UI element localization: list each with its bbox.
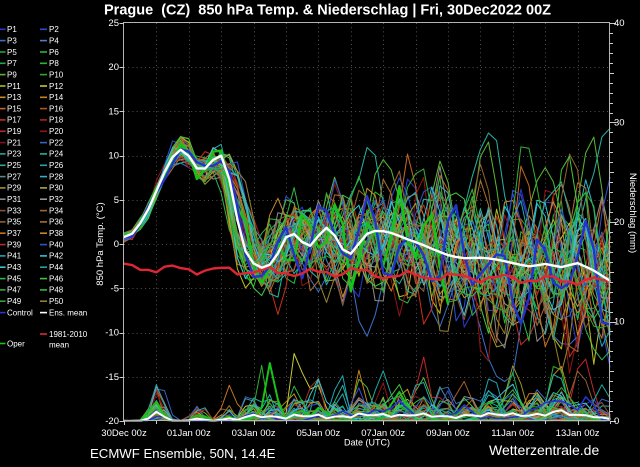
svg-text:P45: P45	[7, 274, 22, 283]
svg-text:P40: P40	[49, 240, 64, 249]
svg-text:05Jan 00z: 05Jan 00z	[296, 428, 340, 439]
svg-text:P18: P18	[49, 116, 64, 125]
svg-text:P20: P20	[49, 127, 64, 136]
svg-text:P21: P21	[7, 138, 22, 147]
svg-text:P17: P17	[7, 116, 22, 125]
svg-text:P11: P11	[7, 82, 21, 91]
svg-text:P33: P33	[7, 206, 22, 215]
svg-text:P14: P14	[49, 93, 64, 102]
svg-text:15: 15	[108, 106, 119, 117]
svg-text:P32: P32	[49, 195, 64, 204]
svg-text:P7: P7	[7, 59, 17, 68]
svg-text:0: 0	[114, 239, 119, 250]
svg-text:01Jan 00z: 01Jan 00z	[167, 428, 211, 439]
svg-text:P41: P41	[7, 252, 22, 261]
svg-text:P13: P13	[7, 93, 22, 102]
svg-text:P1: P1	[7, 25, 17, 34]
svg-text:40: 40	[614, 18, 625, 29]
svg-text:P28: P28	[49, 172, 64, 181]
svg-text:P46: P46	[49, 274, 64, 283]
svg-text:0: 0	[614, 416, 619, 427]
svg-text:Date (UTC): Date (UTC)	[344, 438, 390, 448]
svg-text:P47: P47	[7, 286, 22, 295]
svg-text:P43: P43	[7, 263, 22, 272]
svg-text:P48: P48	[49, 286, 64, 295]
svg-text:P3: P3	[7, 36, 17, 45]
svg-text:P39: P39	[7, 240, 22, 249]
svg-text:03Jan 00z: 03Jan 00z	[232, 428, 276, 439]
svg-text:P4: P4	[49, 36, 59, 45]
svg-text:-15: -15	[105, 372, 119, 383]
svg-text:P26: P26	[49, 161, 64, 170]
svg-text:10: 10	[614, 317, 625, 328]
svg-text:13Jan 00z: 13Jan 00z	[556, 428, 600, 439]
svg-text:Control: Control	[7, 308, 33, 317]
svg-text:30: 30	[614, 118, 625, 129]
svg-text:P35: P35	[7, 218, 22, 227]
svg-text:-5: -5	[111, 283, 119, 294]
svg-text:P37: P37	[7, 229, 22, 238]
svg-text:09Jan 00z: 09Jan 00z	[426, 428, 470, 439]
svg-text:P6: P6	[49, 48, 59, 57]
svg-text:P12: P12	[49, 82, 64, 91]
svg-text:30Dec 00z: 30Dec 00z	[101, 428, 147, 439]
svg-text:P19: P19	[7, 127, 22, 136]
svg-text:10: 10	[108, 151, 119, 162]
svg-text:P9: P9	[7, 70, 17, 79]
svg-text:P29: P29	[7, 184, 22, 193]
svg-text:P31: P31	[7, 195, 22, 204]
svg-text:ECMWF Ensemble, 50N, 14.4E: ECMWF Ensemble, 50N, 14.4E	[90, 446, 276, 461]
svg-text:Ens. mean: Ens. mean	[49, 308, 87, 317]
svg-text:mean: mean	[49, 340, 69, 349]
svg-text:11Jan 00z: 11Jan 00z	[491, 428, 534, 439]
svg-text:P24: P24	[49, 150, 64, 159]
svg-text:5: 5	[114, 195, 119, 206]
svg-text:P49: P49	[7, 297, 22, 306]
svg-text:-20: -20	[105, 416, 119, 427]
svg-text:850 hPa Temp. (°C): 850 hPa Temp. (°C)	[95, 202, 106, 285]
svg-text:P38: P38	[49, 229, 64, 238]
svg-text:P25: P25	[7, 161, 22, 170]
svg-text:07Jan 00z: 07Jan 00z	[361, 428, 405, 439]
svg-text:P22: P22	[49, 138, 64, 147]
svg-text:P5: P5	[7, 48, 17, 57]
svg-text:Prague (CZ) 850 hPa Temp. &: Prague (CZ) 850 hPa Temp. & Niederschlag…	[104, 3, 551, 19]
svg-text:Oper: Oper	[7, 339, 25, 348]
svg-text:P50: P50	[49, 297, 64, 306]
svg-text:P2: P2	[49, 25, 59, 34]
svg-text:P34: P34	[49, 206, 64, 215]
svg-text:25: 25	[108, 18, 119, 29]
svg-text:Niederschlag (mm): Niederschlag (mm)	[627, 173, 638, 253]
svg-text:-10: -10	[105, 328, 119, 339]
svg-text:1981-2010: 1981-2010	[49, 330, 88, 339]
svg-text:P10: P10	[49, 70, 64, 79]
svg-text:P30: P30	[49, 184, 64, 193]
svg-text:20: 20	[614, 217, 625, 228]
svg-text:P44: P44	[49, 263, 64, 272]
svg-text:P36: P36	[49, 218, 64, 227]
svg-text:P15: P15	[7, 104, 22, 113]
svg-text:P23: P23	[7, 150, 22, 159]
svg-text:P27: P27	[7, 172, 22, 181]
svg-text:P42: P42	[49, 252, 64, 261]
svg-text:Wetterzentrale.de: Wetterzentrale.de	[489, 442, 599, 458]
svg-text:P8: P8	[49, 59, 59, 68]
svg-text:20: 20	[108, 62, 119, 73]
svg-text:P16: P16	[49, 104, 64, 113]
